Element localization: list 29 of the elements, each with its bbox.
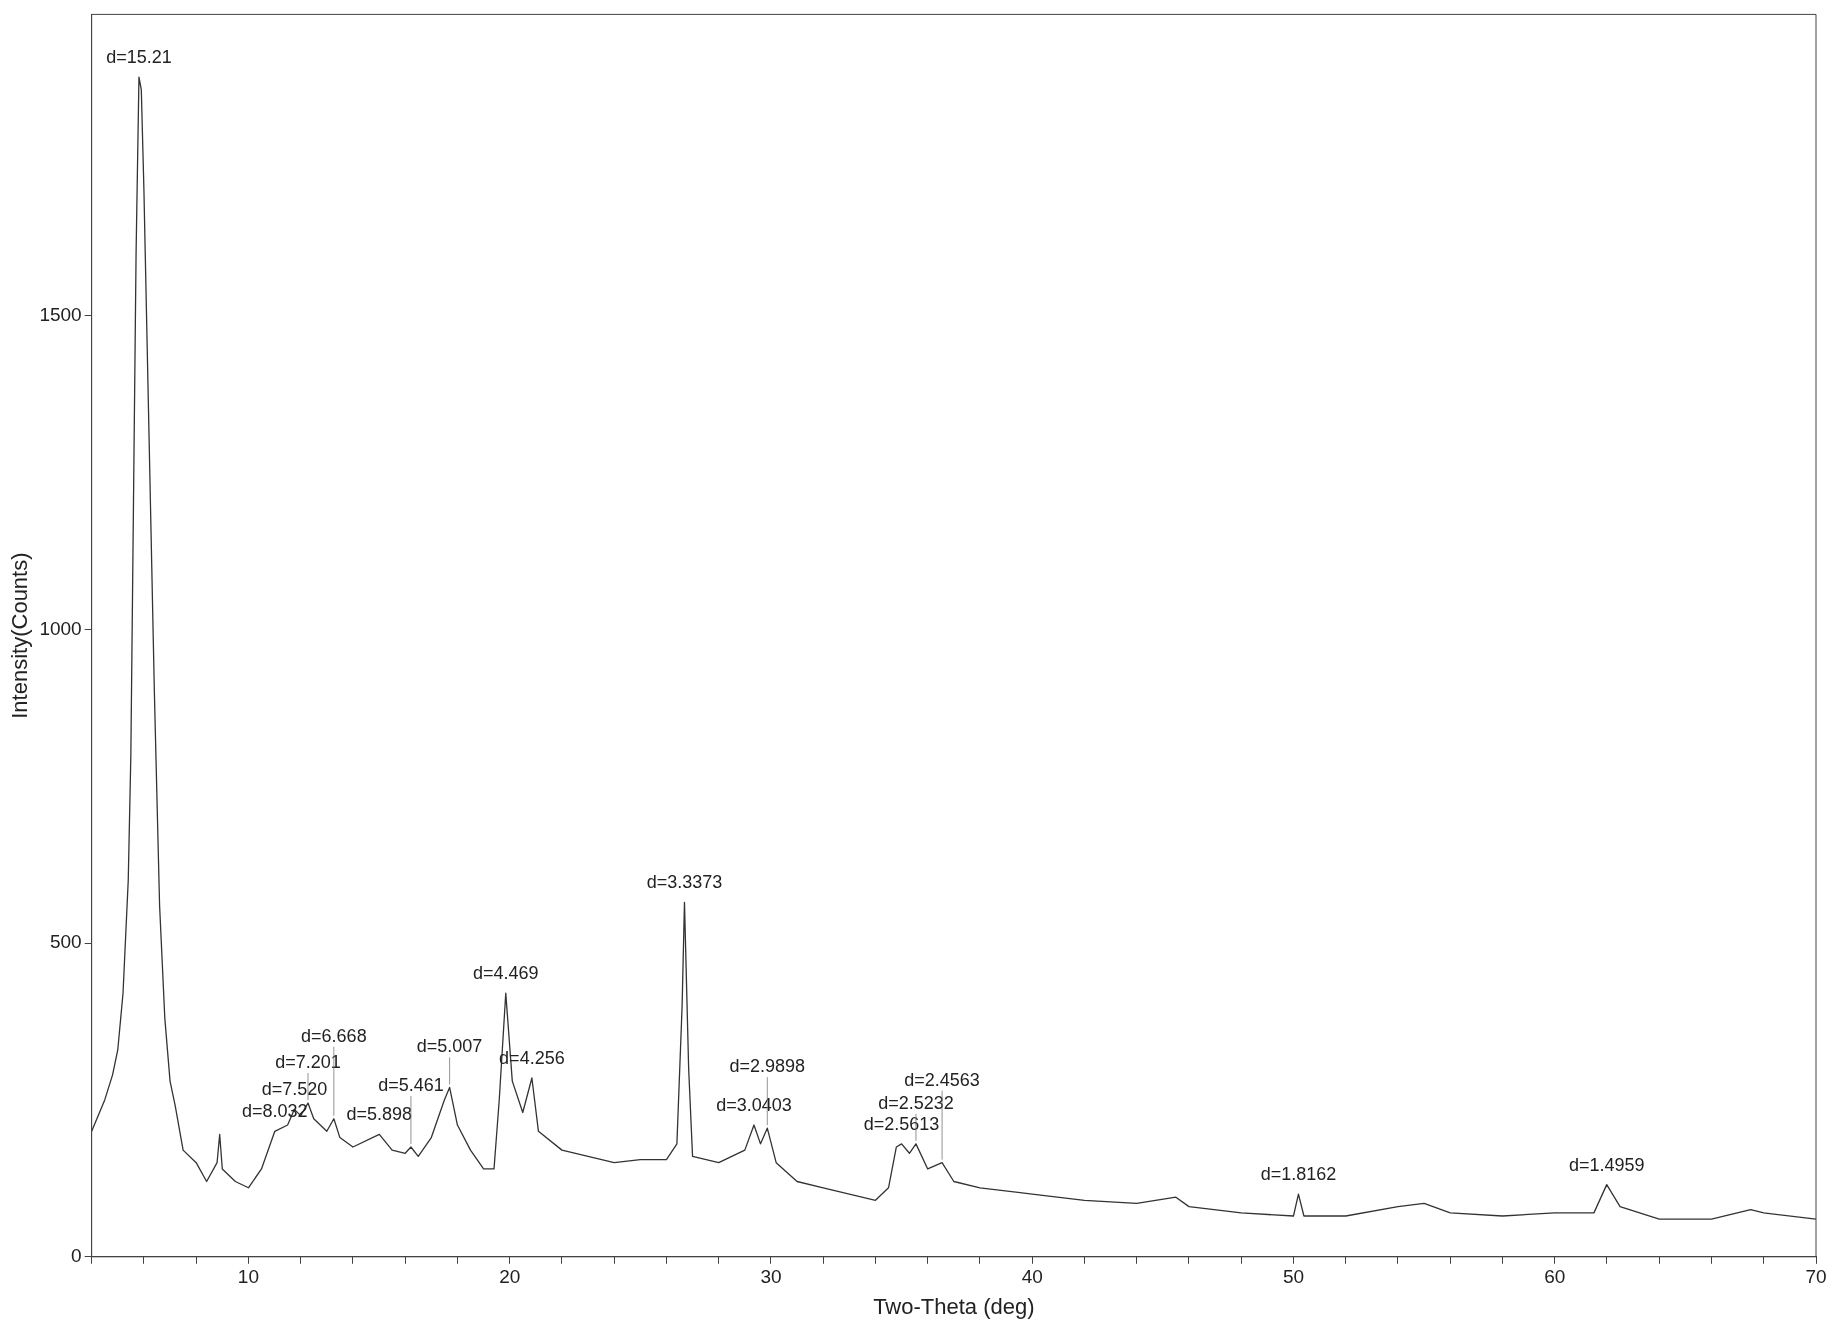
y-tick-label: 0 bbox=[71, 1245, 82, 1267]
x-axis-title: Two-Theta (deg) bbox=[873, 1293, 1035, 1319]
annotation: d=1.8162 bbox=[1260, 1164, 1337, 1185]
annotation: d=5.898 bbox=[346, 1104, 413, 1125]
x-tick-label: 40 bbox=[1021, 1266, 1043, 1288]
annotation: d=4.469 bbox=[472, 963, 539, 984]
annotation: d=2.5232 bbox=[878, 1092, 954, 1113]
annotation: d=5.461 bbox=[378, 1074, 444, 1095]
x-tick-label: 70 bbox=[1805, 1266, 1827, 1288]
annotation: d=1.4959 bbox=[1568, 1154, 1645, 1175]
y-tick-label: 500 bbox=[49, 931, 82, 953]
annotation: d=2.9898 bbox=[729, 1056, 806, 1077]
annotation: d=7.201 bbox=[275, 1052, 341, 1073]
y-axis-title: Intensity(Counts) bbox=[7, 552, 33, 719]
x-tick-label: 50 bbox=[1282, 1266, 1305, 1288]
annotation: d=5.007 bbox=[416, 1036, 483, 1057]
x-tick-label: 20 bbox=[499, 1266, 521, 1288]
annotation: d=3.3373 bbox=[646, 872, 723, 893]
annotation: d=2.5613 bbox=[863, 1113, 940, 1134]
annotation: d=3.0403 bbox=[716, 1095, 792, 1115]
annotation: d=2.4563 bbox=[904, 1069, 980, 1090]
annotation: d=6.668 bbox=[301, 1025, 367, 1046]
y-tick-label: 1500 bbox=[39, 303, 82, 325]
x-tick-label: 10 bbox=[237, 1266, 259, 1288]
y-tick-label: 1000 bbox=[39, 617, 82, 639]
x-tick-label: 60 bbox=[1544, 1266, 1566, 1288]
x-tick-label: 30 bbox=[760, 1266, 782, 1288]
annotation: d=7.520 bbox=[261, 1079, 328, 1100]
annotation: d=15.21 bbox=[106, 47, 172, 68]
